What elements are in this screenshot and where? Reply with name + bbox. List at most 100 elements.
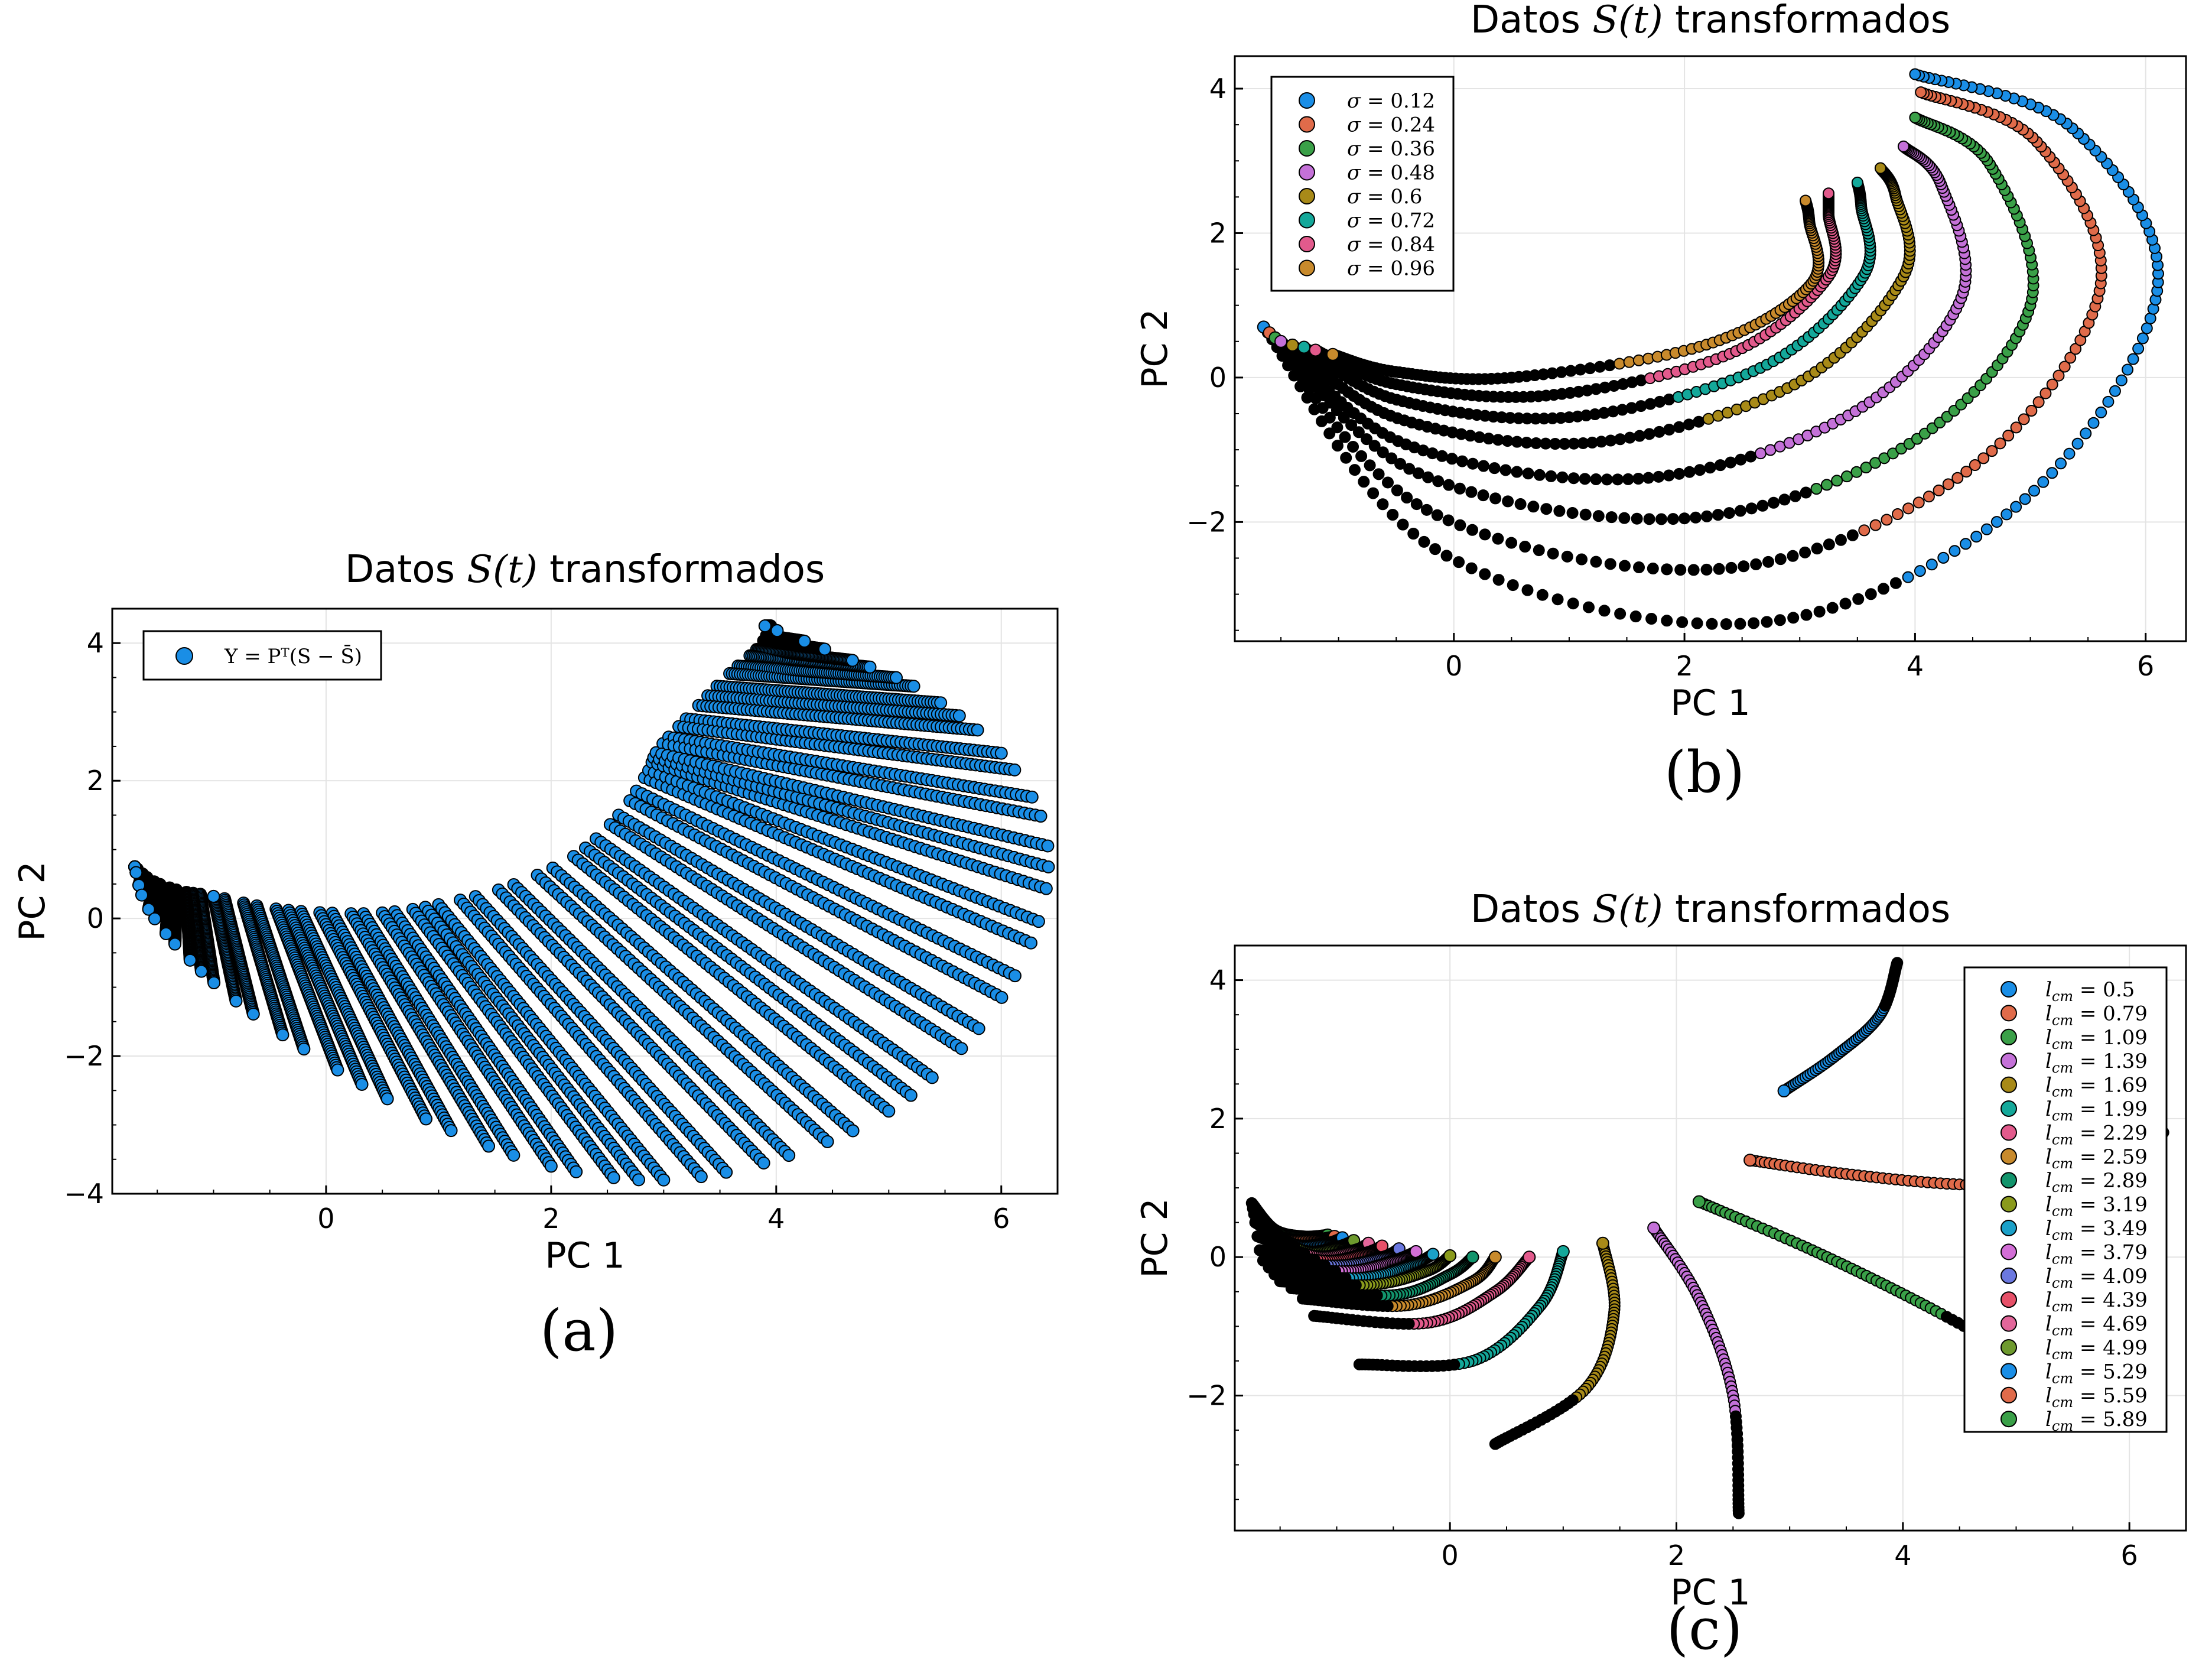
- data-point: [694, 1170, 708, 1184]
- data-point: [1800, 609, 1813, 621]
- data-point: [1980, 523, 1993, 535]
- data-point: [925, 1071, 939, 1084]
- data-point: [1422, 471, 1434, 483]
- x-tick-label: 0: [317, 1203, 334, 1235]
- data-point: [955, 1042, 968, 1055]
- data-point: [355, 1077, 369, 1091]
- data-point: [995, 990, 1009, 1004]
- data-point: [1566, 506, 1579, 519]
- data-point: [846, 1124, 860, 1138]
- data-point: [1994, 437, 2006, 450]
- data-point: [1800, 486, 1812, 499]
- data-point: [183, 953, 197, 967]
- data-point: [1466, 457, 1479, 470]
- data-point: [1631, 512, 1643, 525]
- data-point: [1492, 532, 1504, 545]
- data-point: [1358, 476, 1370, 488]
- data-point: [1453, 482, 1466, 495]
- data-point: [1556, 471, 1569, 483]
- data-point: [1734, 618, 1746, 630]
- data-point: [818, 642, 831, 656]
- data-point: [1789, 490, 1801, 502]
- data-point: [1533, 544, 1545, 557]
- data-point: [1436, 450, 1448, 462]
- data-point: [1622, 473, 1634, 485]
- data-point: [507, 1148, 521, 1162]
- data-point: [1410, 498, 1423, 511]
- data-point: [1655, 513, 1667, 525]
- data-point: [1725, 456, 1737, 469]
- data-point: [720, 1165, 733, 1179]
- data-point: [1714, 459, 1726, 472]
- x-tick-label: 4: [767, 1203, 785, 1235]
- data-point: [1925, 558, 1938, 571]
- data-point: [1355, 450, 1368, 462]
- data-point: [1579, 473, 1591, 485]
- data-point: [1774, 553, 1787, 566]
- data-point: [1647, 563, 1659, 575]
- data-point: [482, 1139, 496, 1153]
- data-point: [2002, 430, 2015, 442]
- data-point: [1624, 431, 1636, 444]
- data-point: [1592, 510, 1605, 522]
- data-point: [1456, 455, 1468, 467]
- data-point: [1629, 610, 1642, 623]
- data-point: [1813, 605, 1826, 618]
- data-point: [1632, 473, 1645, 485]
- data-point: [1723, 507, 1735, 519]
- y-tick-label: −2: [64, 1040, 104, 1072]
- data-point: [1339, 431, 1351, 443]
- data-point: [2063, 447, 2076, 460]
- data-point: [380, 1092, 394, 1106]
- data-point: [2032, 396, 2045, 408]
- data-point: [2141, 322, 2153, 334]
- data-point: [1858, 524, 1871, 537]
- data-point: [2127, 353, 2139, 365]
- data-point: [1735, 453, 1747, 466]
- data-point: [1674, 564, 1687, 576]
- data-point: [1745, 502, 1758, 515]
- data-point: [2115, 374, 2128, 386]
- data-point: [1986, 445, 1998, 457]
- data-point: [2080, 427, 2092, 440]
- data-point: [1778, 493, 1791, 506]
- data-point: [1874, 162, 1886, 174]
- data-point: [1702, 412, 1715, 425]
- data-point: [1839, 597, 1852, 610]
- data-point: [1734, 505, 1746, 517]
- data-point: [1831, 475, 1843, 487]
- data-point: [1522, 467, 1534, 480]
- data-point: [544, 1159, 558, 1173]
- data-point: [1663, 469, 1675, 482]
- data-point: [1479, 528, 1491, 541]
- data-point: [1990, 516, 2003, 528]
- data-point: [971, 723, 984, 737]
- data-point: [276, 1028, 289, 1042]
- data-point: [1762, 556, 1774, 568]
- data-point: [1604, 558, 1616, 570]
- data-point: [1653, 425, 1665, 438]
- data-point: [1521, 584, 1534, 596]
- data-point: [1340, 451, 1352, 464]
- data-point: [1567, 472, 1580, 485]
- data-point: [1787, 612, 1800, 624]
- data-point: [1431, 509, 1443, 521]
- data-point: [1377, 498, 1389, 511]
- data-point: [1511, 466, 1523, 478]
- data-area: [128, 619, 1055, 1187]
- data-point: [1840, 470, 1853, 483]
- data-point: [1364, 459, 1376, 472]
- data-point: [1367, 487, 1380, 499]
- data-point: [1691, 617, 1703, 629]
- data-point: [1612, 473, 1624, 486]
- data-point: [2018, 413, 2030, 425]
- data-point: [1618, 560, 1631, 572]
- data-point: [1642, 472, 1655, 484]
- data-point: [1834, 534, 1847, 546]
- data-point: [1605, 434, 1617, 447]
- data-point: [1897, 140, 1910, 152]
- data-point: [1397, 518, 1409, 531]
- data-point: [1391, 484, 1403, 496]
- data-point: [1567, 597, 1579, 610]
- data-point: [1488, 462, 1501, 475]
